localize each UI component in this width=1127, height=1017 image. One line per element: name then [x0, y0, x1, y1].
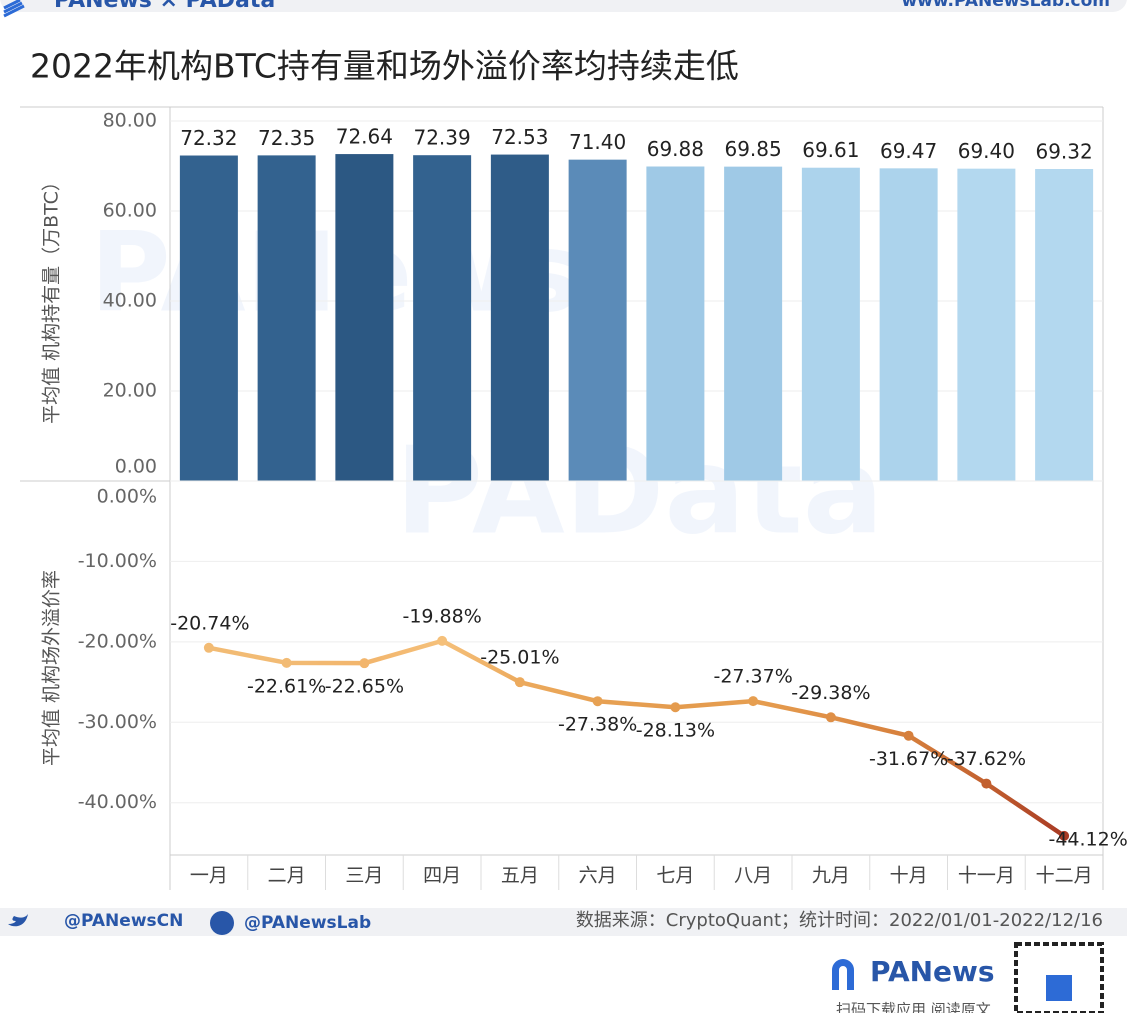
bar: [1035, 169, 1094, 481]
point: [981, 778, 992, 789]
y-axis-title: 平均值 机构场外溢价率: [41, 570, 63, 766]
bar: [724, 166, 783, 481]
x-tick-label: 六月: [579, 865, 617, 887]
footer-logo: PANews: [870, 955, 995, 988]
y-tick-label: 60.00: [103, 199, 157, 221]
qr-logo: [1046, 975, 1072, 1001]
x-tick-label: 十一月: [958, 865, 1015, 887]
data-label: -20.74%: [170, 612, 249, 634]
data-label: -22.65%: [325, 676, 404, 698]
data-label: 72.32: [180, 126, 237, 150]
data-label: -44.12%: [1048, 828, 1127, 850]
bar: [257, 155, 316, 481]
bar: [568, 159, 627, 481]
header-brand: PANews × PAData: [54, 0, 275, 13]
data-label: 69.88: [647, 137, 704, 161]
logo-icon: [832, 959, 854, 990]
twitter-icon: [8, 914, 28, 927]
point: [203, 642, 214, 653]
data-label: -31.67%: [869, 748, 948, 770]
point: [670, 702, 681, 713]
bar: [801, 167, 860, 481]
point: [825, 712, 836, 723]
data-label: -28.13%: [636, 720, 715, 742]
data-label: -29.38%: [791, 682, 870, 704]
data-label: 72.53: [491, 125, 548, 149]
data-label: -27.37%: [713, 666, 792, 688]
x-tick-label: 八月: [734, 865, 772, 887]
y-tick-label: 20.00: [103, 379, 157, 401]
point: [748, 696, 759, 707]
y-tick-label: -30.00%: [78, 711, 157, 733]
bar: [879, 168, 938, 481]
header-logo: [3, 0, 25, 18]
point: [592, 696, 603, 707]
x-tick-label: 一月: [190, 865, 228, 887]
y-tick-label: 0.00: [115, 456, 157, 478]
data-label: 69.40: [958, 139, 1015, 163]
facebook-icon: [210, 911, 234, 935]
footer-facebook: @PANewsLab: [244, 913, 371, 933]
header-site: www.PANewsLab.com: [901, 0, 1110, 11]
x-tick-label: 七月: [656, 865, 694, 887]
x-tick-label: 二月: [268, 865, 306, 887]
data-label: -19.88%: [402, 605, 481, 627]
data-label: 72.35: [258, 126, 315, 150]
y-tick-label: 40.00: [103, 289, 157, 311]
data-label: 72.39: [413, 126, 470, 150]
data-label: 71.40: [569, 130, 626, 154]
x-tick-label: 五月: [501, 865, 539, 887]
x-tick-label: 十二月: [1036, 865, 1093, 887]
x-tick-label: 四月: [423, 865, 461, 887]
x-tick-label: 九月: [812, 865, 850, 887]
bar: [179, 155, 238, 481]
x-tick-label: 十月: [890, 865, 928, 887]
point: [903, 730, 914, 741]
bar: [490, 154, 549, 482]
y-axis-title: 平均值 机构持有量（万BTC）: [41, 172, 63, 424]
footer-strip: [0, 908, 1127, 936]
point: [514, 677, 525, 688]
header-strip: [0, 0, 1127, 12]
footer-source: 数据来源：CryptoQuant；统计时间：2022/01/01-2022/12…: [576, 910, 1103, 931]
footer-scan: 扫码下载应用 阅读原文: [836, 1001, 991, 1014]
data-label: 69.85: [724, 137, 781, 161]
point: [359, 658, 370, 669]
line: [208, 638, 1066, 838]
data-label: -25.01%: [480, 647, 559, 669]
bar: [335, 154, 394, 481]
point: [437, 635, 448, 646]
data-label: -37.62%: [947, 748, 1026, 770]
y-tick-label: -20.00%: [78, 630, 157, 652]
data-label: -22.61%: [247, 675, 326, 697]
y-tick-label: 0.00%: [97, 486, 157, 508]
data-label: 69.32: [1035, 140, 1092, 164]
bar: [413, 155, 472, 481]
data-label: 72.64: [336, 125, 393, 149]
chart-title: 2022年机构BTC持有量和场外溢价率均持续走低: [30, 47, 739, 86]
point: [1059, 830, 1070, 841]
data-label: 69.47: [880, 139, 937, 163]
y-tick-label: -40.00%: [78, 791, 157, 813]
y-tick-label: -10.00%: [78, 550, 157, 572]
bar: [646, 166, 705, 481]
y-tick-label: 80.00: [103, 109, 157, 131]
x-tick-label: 三月: [345, 865, 383, 887]
data-label: -27.38%: [558, 714, 637, 736]
point: [281, 657, 292, 668]
bar: [957, 168, 1016, 481]
data-label: 69.61: [802, 138, 859, 162]
footer-twitter: @PANewsCN: [64, 911, 183, 931]
